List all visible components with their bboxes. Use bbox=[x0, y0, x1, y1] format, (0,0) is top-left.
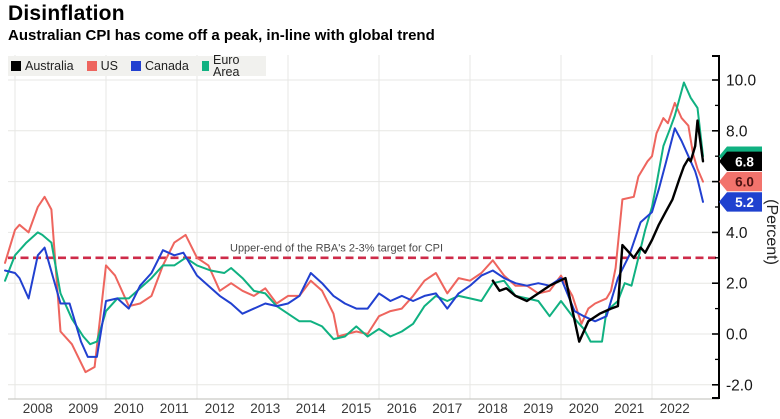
y-axis-title: (Percent) bbox=[763, 199, 780, 265]
x-tick-label: 2012 bbox=[205, 401, 235, 416]
legend-item-us[interactable]: US bbox=[86, 58, 119, 73]
y-tick-label: -2.0 bbox=[726, 377, 753, 394]
end-tag-value: 5.2 bbox=[735, 195, 754, 210]
x-tick-label: 2011 bbox=[160, 401, 189, 416]
x-tick-label: 2015 bbox=[341, 401, 371, 416]
legend: Australia US Canada Euro Area bbox=[8, 52, 266, 79]
x-tick-label: 2008 bbox=[23, 401, 53, 416]
end-tag-australia bbox=[719, 151, 762, 171]
x-tick-label: 2014 bbox=[296, 401, 327, 416]
x-tick-label: 2022 bbox=[660, 401, 690, 416]
x-tick-label: 2009 bbox=[68, 401, 98, 416]
x-tick-label: 2010 bbox=[114, 401, 144, 416]
x-tick-label: 2018 bbox=[478, 401, 508, 416]
y-tick-label: 2.0 bbox=[726, 276, 748, 293]
legend-label: Canada bbox=[145, 58, 189, 73]
page-title: Disinflation bbox=[8, 2, 125, 25]
x-tick-label: 2019 bbox=[523, 401, 553, 416]
end-tag-canada bbox=[719, 192, 762, 212]
chart-subtitle: Australian CPI has come off a peak, in-l… bbox=[8, 27, 435, 44]
x-tick-label: 2016 bbox=[387, 401, 417, 416]
y-tick-label: 0.0 bbox=[726, 327, 748, 344]
x-tick-label: 2017 bbox=[432, 401, 462, 416]
australia-swatch-icon bbox=[11, 61, 21, 71]
series-line-euro-area bbox=[4, 81, 704, 346]
rba-target-annotation: Upper-end of the RBA's 2-3% target for C… bbox=[230, 242, 443, 254]
canada-swatch-icon bbox=[131, 61, 142, 71]
legend-item-australia[interactable]: Australia bbox=[11, 60, 74, 73]
legend-label: Australia bbox=[25, 58, 74, 73]
end-tag-value: 6.0 bbox=[735, 175, 754, 190]
y-tick-label: 10.0 bbox=[726, 73, 757, 90]
y-tick-label: 8.0 bbox=[726, 123, 748, 140]
legend-label: US bbox=[100, 58, 119, 73]
series-line-australia bbox=[491, 119, 705, 343]
legend-label: Euro Area bbox=[213, 52, 240, 79]
y-tick-label: 4.0 bbox=[726, 225, 748, 242]
series-line-canada bbox=[4, 127, 704, 358]
end-tag-value: 6.8 bbox=[735, 154, 754, 169]
end-tag-us bbox=[719, 171, 762, 192]
us-swatch-icon bbox=[86, 61, 97, 71]
x-tick-label: 2021 bbox=[614, 401, 644, 416]
legend-item-canada[interactable]: Canada bbox=[131, 60, 189, 73]
series-line-us bbox=[4, 101, 704, 374]
euro-area-swatch-icon bbox=[201, 61, 209, 71]
x-tick-label: 2013 bbox=[250, 401, 280, 416]
x-tick-label: 2020 bbox=[569, 401, 599, 416]
legend-item-euro-area[interactable]: Euro Area bbox=[201, 52, 253, 79]
